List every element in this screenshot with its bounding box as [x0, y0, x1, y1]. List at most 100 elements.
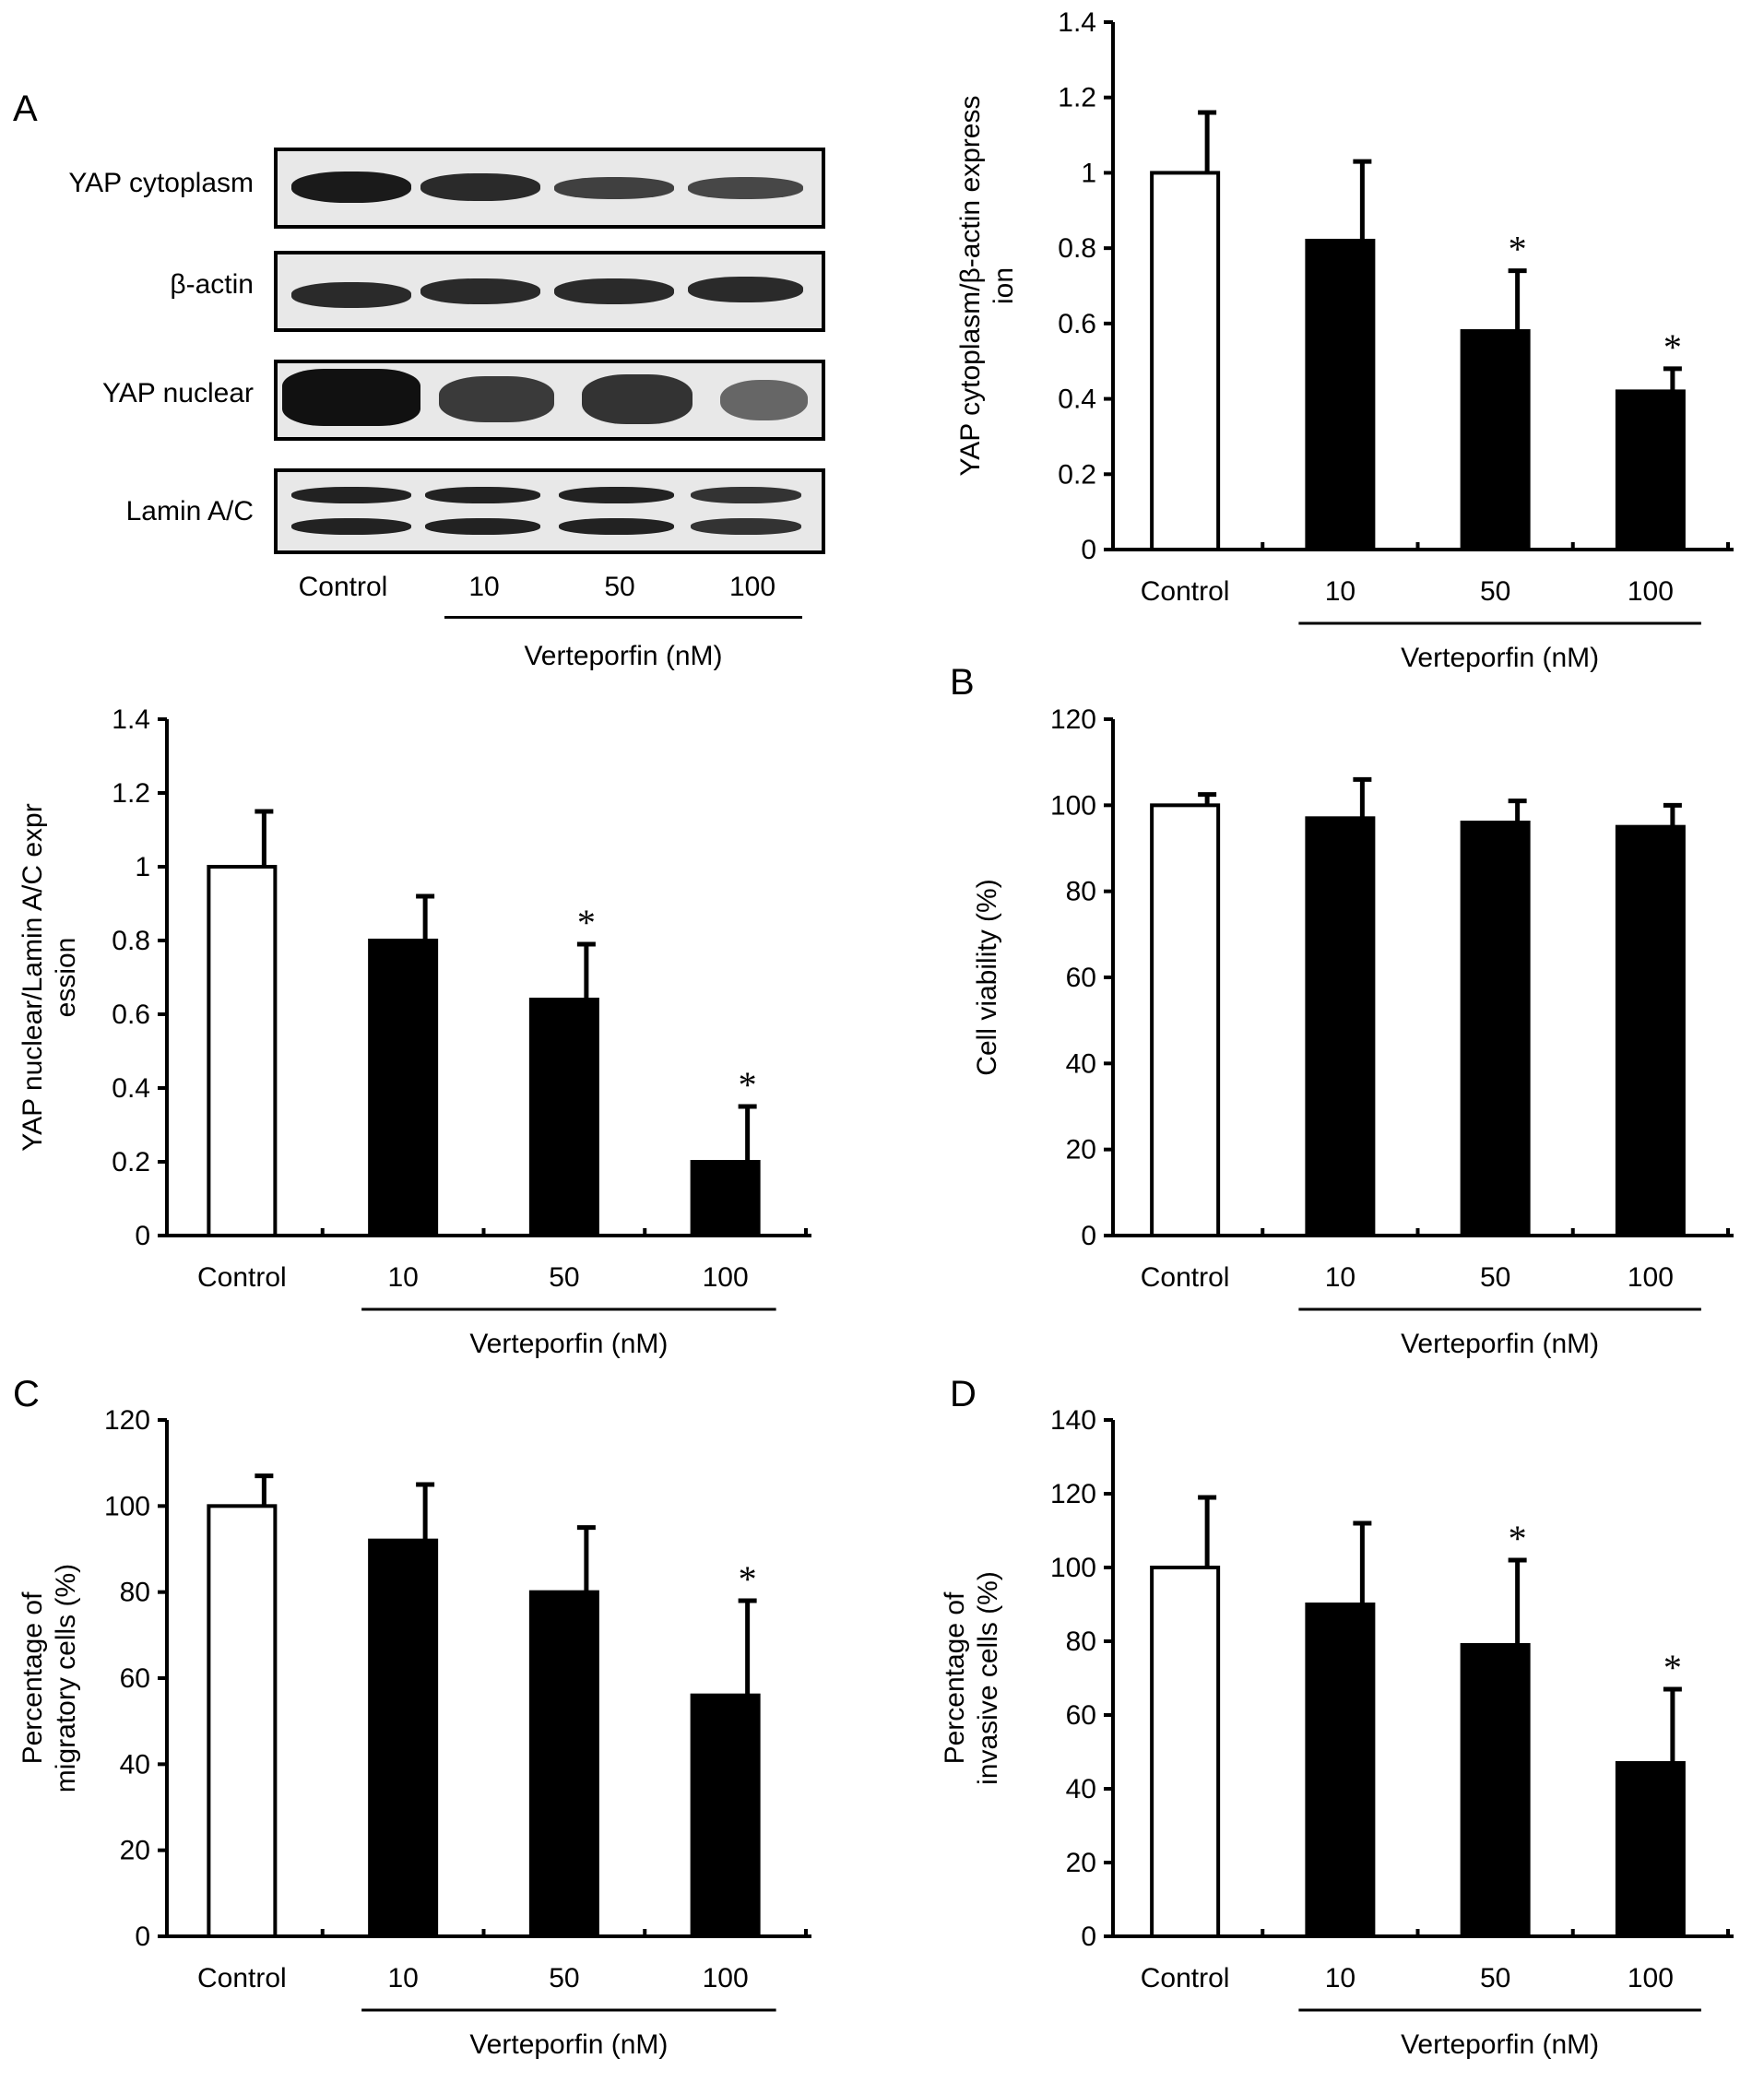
x-tick-label: 100 [703, 1262, 749, 1293]
significance-star: * [1509, 229, 1527, 270]
bar-control [207, 1504, 278, 1939]
y-axis-label: Cell viability (%) [972, 879, 1002, 1075]
bar-50 [528, 998, 599, 1237]
y-tick-label: 1.2 [1058, 83, 1096, 113]
panel-letter-b: B [950, 662, 975, 703]
y-tick-label: 80 [1066, 877, 1096, 907]
bar-10 [1305, 1603, 1376, 1938]
y-tick-label: 40 [120, 1749, 150, 1780]
x-tick-label: 50 [1480, 1963, 1510, 1993]
significance-star: * [739, 1558, 757, 1600]
blot-row-label: YAP nuclear [102, 378, 254, 408]
y-tick-label: 0.6 [112, 1000, 150, 1030]
y-tick-label: 0.4 [112, 1073, 150, 1104]
bar-50 [1460, 1643, 1531, 1938]
x-tick-label: Control [197, 1262, 287, 1293]
blot-lane-label: Control [298, 572, 388, 602]
blot-beta-actin [274, 251, 825, 332]
y-tick-label: 0 [1081, 1922, 1096, 1952]
y-tick-label: 1.2 [112, 778, 150, 809]
bar-100 [690, 1160, 761, 1237]
bar-50 [1460, 821, 1531, 1237]
group-label: Verteporfin (nM) [469, 1329, 668, 1359]
x-tick-label: 50 [549, 1262, 579, 1293]
y-tick-label: 0 [135, 1922, 150, 1952]
y-axis-label: invasive cells (%) [973, 1571, 1003, 1785]
y-tick-label: 140 [1050, 1405, 1096, 1436]
blot-lane-label: 10 [468, 572, 500, 602]
y-tick-label: 60 [120, 1663, 150, 1694]
y-axis-label: ion [989, 267, 1019, 304]
blot-lane-label: 100 [728, 572, 776, 602]
blot-row-label: β-actin [170, 269, 254, 300]
bar-control [1150, 171, 1221, 552]
y-tick-label: 1.4 [112, 704, 150, 735]
y-tick-label: 0.2 [1058, 459, 1096, 490]
x-tick-label: 10 [387, 1262, 418, 1293]
group-label: Verteporfin (nM) [1401, 643, 1599, 673]
y-tick-label: 60 [1066, 963, 1096, 993]
x-tick-label: 100 [1628, 1963, 1674, 1993]
y-axis-label: migratory cells (%) [51, 1564, 81, 1792]
blot-yap-cytoplasm [274, 148, 825, 229]
y-tick-label: 0.4 [1058, 384, 1096, 415]
bar-50 [528, 1590, 599, 1938]
blot-group-label: Verteporfin (nM) [524, 641, 723, 671]
y-tick-label: 40 [1066, 1048, 1096, 1079]
panel-letter-a: A [13, 89, 38, 129]
y-tick-label: 80 [120, 1578, 150, 1608]
x-tick-label: 100 [703, 1963, 749, 1993]
y-tick-label: 100 [1050, 1553, 1096, 1583]
y-tick-label: 0.8 [1058, 233, 1096, 264]
y-tick-label: 120 [1050, 1479, 1096, 1509]
x-tick-label: 50 [1480, 1262, 1510, 1293]
bar-100 [1615, 1761, 1686, 1938]
y-tick-label: 0 [1081, 1221, 1096, 1251]
group-label: Verteporfin (nM) [1401, 1329, 1599, 1359]
y-tick-label: 100 [1050, 790, 1096, 821]
bar-100 [690, 1693, 761, 1938]
y-tick-label: 0 [135, 1221, 150, 1251]
blot-row-label: YAP cytoplasm [68, 168, 254, 198]
y-tick-label: 1 [1081, 158, 1096, 188]
y-axis-label: YAP nuclear/Lamin A/C expr [18, 803, 48, 1151]
panel-letter-d: D [950, 1374, 977, 1414]
y-axis-label: ession [51, 938, 81, 1018]
bar-control [207, 865, 278, 1237]
significance-star: * [1663, 1647, 1682, 1688]
y-tick-label: 120 [1050, 704, 1096, 735]
y-tick-label: 20 [1066, 1848, 1096, 1878]
blot-lane-label: 50 [604, 572, 635, 602]
x-tick-label: Control [197, 1963, 287, 1993]
y-tick-label: 120 [104, 1405, 150, 1436]
bar-control [1150, 803, 1221, 1237]
blot-lamin-ac [274, 468, 825, 554]
panel-letter-c: C [13, 1374, 40, 1414]
bar-10 [1305, 816, 1376, 1237]
significance-star: * [1663, 326, 1682, 368]
bar-100 [1615, 824, 1686, 1238]
significance-star: * [1509, 1518, 1527, 1559]
significance-star: * [739, 1064, 757, 1106]
y-tick-label: 60 [1066, 1700, 1096, 1731]
y-tick-label: 100 [104, 1491, 150, 1521]
bar-50 [1460, 329, 1531, 551]
bar-10 [1305, 238, 1376, 551]
y-tick-label: 40 [1066, 1774, 1096, 1804]
bar-100 [1615, 389, 1686, 551]
group-label: Verteporfin (nM) [469, 2029, 668, 2060]
blot-group-line [444, 616, 802, 619]
x-tick-label: 100 [1628, 1262, 1674, 1293]
y-tick-label: 1.4 [1058, 7, 1096, 38]
bar-10 [368, 1538, 439, 1938]
y-axis-label: YAP cytoplasm/β-actin express [955, 96, 986, 477]
blot-row-label: Lamin A/C [125, 496, 254, 526]
y-tick-label: 0.8 [112, 926, 150, 956]
x-tick-label: Control [1141, 1963, 1230, 1993]
y-tick-label: 20 [120, 1836, 150, 1866]
bar-10 [368, 939, 439, 1237]
x-tick-label: Control [1141, 1262, 1230, 1293]
y-axis-label: Percentage of [18, 1591, 48, 1764]
blot-yap-nuclear [274, 360, 825, 441]
